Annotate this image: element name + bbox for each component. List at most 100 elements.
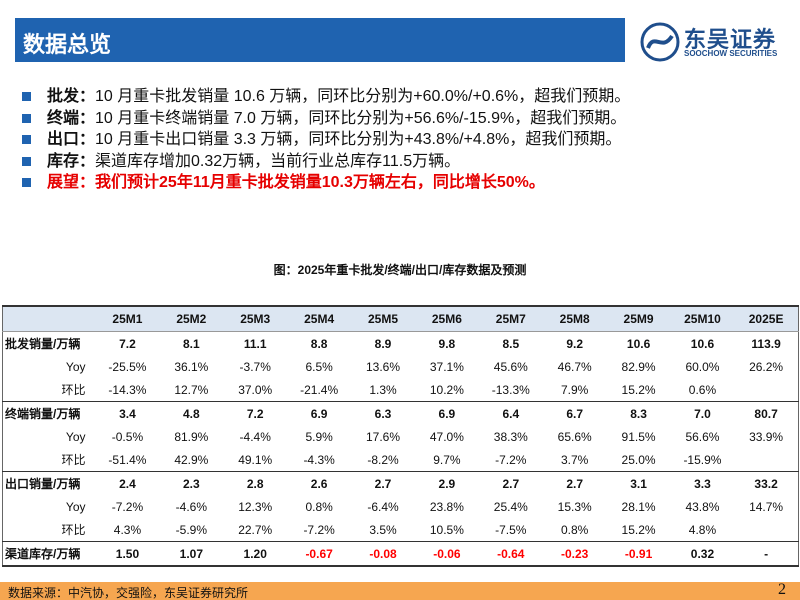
cell: 1.20 [223, 541, 288, 567]
cell: -3.7% [239, 359, 271, 374]
cell: 7.2 [95, 331, 160, 355]
cell: -14.3% [108, 382, 147, 397]
cell: 6.9 [287, 401, 352, 425]
page-number: 2 [778, 581, 786, 598]
cell: 65.6% [557, 429, 592, 444]
logo-text: 东吴证券 [684, 27, 777, 52]
column-header: 25M1 [95, 305, 160, 332]
cell: 12.7% [174, 382, 209, 397]
cell: 2.4 [95, 471, 160, 495]
cell: - [734, 541, 799, 567]
cell: 60.0% [685, 359, 720, 374]
header-bar: 数据总览 [15, 18, 625, 62]
footer: 数据来源：中汽协，交强险，东吴证券研究所 2 [0, 581, 800, 600]
column-header: 25M10 [670, 305, 735, 332]
cell: 45.6% [493, 359, 528, 374]
cell: 1.07 [159, 541, 224, 567]
cell: 5.9% [305, 429, 333, 444]
cell: 0.6% [688, 382, 717, 397]
cell: 113.9 [734, 331, 799, 355]
cell: 6.3 [351, 401, 415, 425]
logo: 东吴证券 SOOCHOW SECURITIES [640, 22, 790, 62]
table-row: 批发销量/万辆 7.2 8.1 11.1 8.8 8.9 9.8 8.5 9.2 10.6 10.6… [2, 331, 799, 355]
bullet-label: 批发： [47, 88, 96, 105]
column-header: 25M9 [606, 305, 671, 332]
cell: 6.4 [478, 401, 543, 425]
row-label: Yoy [65, 499, 86, 514]
cell: -4.3% [303, 452, 335, 467]
cell: 0.8% [305, 499, 333, 514]
table-row: 出口销量/万辆 2.4 2.3 2.8 2.6 2.7 2.9 2.7 2.7 3.1 3.3 33.… [2, 471, 799, 495]
cell: -51.4% [108, 452, 147, 467]
cell: 9.7% [433, 452, 461, 467]
cell: 15.3% [557, 499, 592, 514]
row-label: 批发销量/万辆 [2, 331, 96, 355]
cell: 14.7% [749, 499, 784, 514]
cell: 0.32 [670, 541, 735, 567]
cell: 7.0 [670, 401, 735, 425]
cell: 0.8% [561, 522, 589, 537]
cell: -0.67 [287, 541, 352, 567]
table-row: 渠道库存/万辆 1.50 1.07 1.20 -0.67 -0.08 -0.06 -0.64-… [2, 541, 799, 567]
column-header: 25M8 [542, 305, 607, 332]
table-row: Yoy -0.5% 81.9% -4.4% 5.9% 17.6% 47.0% 38.3% 65.… [3, 425, 799, 448]
cell: 2.7 [351, 471, 415, 495]
cell: 9.2 [542, 331, 607, 355]
cell: 2.3 [159, 471, 224, 495]
cell [734, 378, 798, 402]
row-label: 出口销量/万辆 [2, 471, 96, 495]
bullet: 库存：渠道库存增加0.32万辆，当前行业总库存11.5万辆。 [22, 151, 630, 173]
bullet-text: 我们预计25年11月重卡批发销量10.3万辆左右，同比增长50%。 [95, 174, 545, 191]
cell: 25.0% [621, 452, 656, 467]
cell: -0.5% [111, 429, 144, 444]
cell: -0.06 [414, 541, 479, 567]
figure-caption: 图：2025年重卡批发/终端/出口/库存数据及预测 [273, 263, 527, 277]
cell: 81.9% [174, 429, 209, 444]
column-header: 25M3 [223, 305, 288, 332]
cell: 82.9% [621, 359, 656, 374]
bullet-text: 10 月重卡终端销量 7.0 万辆，同环比分别为+56.6%/-15.9%，超我… [95, 109, 627, 127]
cell: 23.8% [429, 499, 464, 514]
source-note: 数据来源：中汽协，交强险，东吴证券研究所 [8, 586, 249, 600]
cell: 17.6% [365, 429, 401, 444]
cell: 10.5% [429, 522, 464, 537]
cell: 33.2 [734, 471, 799, 495]
cell: 49.1% [238, 452, 273, 467]
cell: 3.4 [95, 401, 160, 425]
row-label: 渠道库存/万辆 [2, 541, 96, 567]
column-header: 25M6 [414, 305, 479, 332]
cell: -0.64 [478, 541, 543, 567]
cell: -4.4% [239, 429, 271, 444]
cell: 3.5% [369, 522, 397, 537]
cell: -6.4% [367, 499, 399, 514]
logo-icon [640, 22, 680, 62]
cell: -4.6% [175, 499, 208, 514]
bullet-text: 10 月重卡出口销量 3.3 万辆，同环比分别为+43.8%/+4.8%，超我们… [95, 131, 622, 148]
cell: -0.08 [351, 541, 415, 567]
cell: 6.7 [542, 401, 607, 425]
cell: 56.6% [685, 429, 720, 444]
cell: 13.6% [365, 359, 401, 374]
row-label: Yoy [65, 359, 86, 374]
bullet-label: 终端： [47, 109, 96, 127]
header-row: 25M1 25M2 25M3 25M4 25M5 25M6 25M7 25M8 25M9 25M1… [2, 305, 799, 332]
data-table: 25M1 25M2 25M3 25M4 25M5 25M6 25M7 25M8 25M9 25M1… [2, 305, 799, 567]
bullet-text: 渠道库存增加0.32万辆，当前行业总库存11.5万辆。 [95, 152, 461, 170]
column-header [2, 305, 96, 332]
cell: -7.2% [111, 499, 144, 514]
cell: -21.4% [300, 382, 339, 397]
row-label: 环比 [61, 453, 86, 467]
cell: 3.1 [606, 471, 671, 495]
cell: -8.2% [367, 452, 399, 467]
cell: 33.9% [749, 429, 784, 444]
table-row: 环比 -51.4% 42.9% 49.1% -4.3% -8.2% 9.7% -7.2% 3.7… [3, 448, 799, 472]
cell: 8.8 [287, 331, 352, 355]
table-row: 环比 4.3% -5.9% 22.7% -7.2% 3.5% 10.5% -7.5% 0.8% 1… [3, 518, 799, 542]
bullet: 出口：10 月重卡出口销量 3.3 万辆，同环比分别为+43.8%/+4.8%，… [22, 129, 630, 151]
cell: 28.1% [621, 499, 656, 514]
bullet-label: 库存： [47, 152, 96, 170]
cell: 43.8% [685, 499, 720, 514]
cell: 2.7 [542, 471, 607, 495]
cell: 4.3% [113, 522, 142, 537]
